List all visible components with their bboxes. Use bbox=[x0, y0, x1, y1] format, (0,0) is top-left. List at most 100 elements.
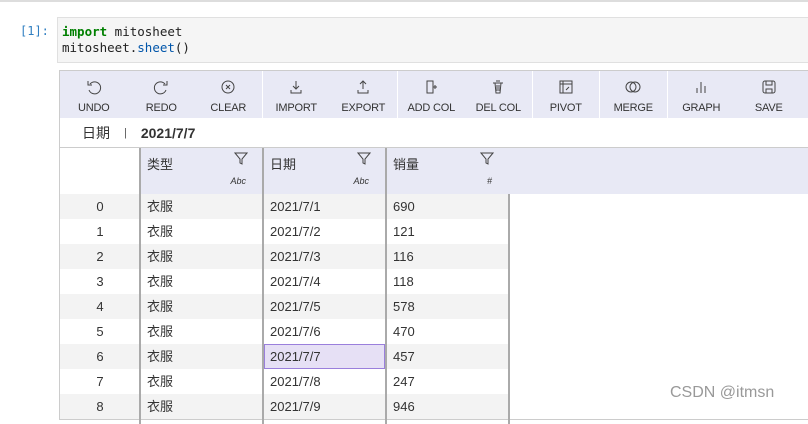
export-button[interactable]: EXPORT bbox=[330, 71, 398, 118]
table-cell[interactable]: 衣服 bbox=[147, 349, 174, 364]
add-column-icon bbox=[426, 80, 438, 94]
top-divider bbox=[0, 0, 808, 2]
clear-button[interactable]: CLEAR bbox=[195, 71, 263, 118]
row-background bbox=[60, 369, 509, 394]
button-label: UNDO bbox=[77, 102, 110, 114]
table-cell[interactable]: 2021/7/7 bbox=[264, 344, 385, 369]
row-index: 5 bbox=[96, 324, 104, 339]
table-cell[interactable]: 2021/7/1 bbox=[270, 199, 321, 214]
pivot-button[interactable]: PIVOT bbox=[533, 71, 600, 118]
table-cell[interactable]: 衣服 bbox=[147, 399, 174, 414]
column-header[interactable]: 类型 Abc bbox=[139, 148, 262, 194]
row-background bbox=[60, 269, 509, 294]
watermark: CSDN @itmsn bbox=[670, 384, 775, 401]
table-cell[interactable]: 457 bbox=[393, 349, 415, 364]
table-cell[interactable]: 2021/7/3 bbox=[270, 249, 321, 264]
table-cell[interactable]: 衣服 bbox=[147, 199, 174, 214]
row-index: 0 bbox=[96, 199, 104, 214]
column-type: # bbox=[486, 176, 492, 186]
filter-icon[interactable] bbox=[480, 152, 494, 166]
merge-button[interactable]: MERGE bbox=[600, 71, 668, 118]
column-divider bbox=[262, 194, 264, 424]
table-cell[interactable]: 衣服 bbox=[147, 249, 174, 264]
row-index: 4 bbox=[96, 299, 104, 314]
table-cell[interactable]: 247 bbox=[393, 374, 415, 389]
column-name: 类型 bbox=[147, 157, 174, 172]
column-name: 销量 bbox=[393, 157, 420, 172]
button-label: ADD COL bbox=[407, 102, 456, 114]
table-cell[interactable]: 2021/7/2 bbox=[270, 224, 321, 239]
button-label: CLEAR bbox=[210, 102, 247, 114]
row-index: 1 bbox=[96, 224, 104, 239]
row-background bbox=[60, 194, 509, 219]
table-cell[interactable]: 衣服 bbox=[147, 299, 174, 314]
row-background bbox=[60, 219, 509, 244]
formula-divider: | bbox=[124, 126, 127, 139]
table-cell[interactable]: 衣服 bbox=[147, 324, 174, 339]
code-function: sheet bbox=[137, 40, 175, 55]
column-type: Abc bbox=[230, 176, 246, 186]
table-cell[interactable]: 2021/7/9 bbox=[270, 399, 321, 414]
import-button[interactable]: IMPORT bbox=[263, 71, 331, 118]
table-cell[interactable]: 578 bbox=[393, 299, 415, 314]
column-header[interactable]: 日期 Abc bbox=[262, 148, 385, 194]
toolbar: UNDO REDO CLEAR IMPORT EXPORT ADD COL DEL COL P… bbox=[60, 71, 808, 118]
merge-icon bbox=[625, 81, 641, 93]
row-background bbox=[60, 244, 509, 269]
column-headers: 类型 Abc 日期 Abc 销量 # bbox=[60, 147, 808, 194]
row-background bbox=[60, 319, 509, 344]
mitosheet: UNDO REDO CLEAR IMPORT EXPORT ADD COL DEL COL P… bbox=[59, 70, 808, 424]
save-icon bbox=[762, 80, 776, 94]
filter-icon[interactable] bbox=[234, 152, 248, 166]
button-label: REDO bbox=[145, 102, 177, 114]
button-label: GRAPH bbox=[682, 102, 721, 114]
redo-button[interactable]: REDO bbox=[128, 71, 196, 118]
row-index: 8 bbox=[96, 399, 104, 414]
undo-button[interactable]: UNDO bbox=[60, 71, 128, 118]
table-cell[interactable]: 衣服 bbox=[147, 224, 174, 239]
table-cell[interactable]: 946 bbox=[393, 399, 415, 414]
formula-value[interactable]: 2021/7/7 bbox=[140, 124, 196, 141]
row-index: 6 bbox=[96, 349, 104, 364]
table-row: 3 衣服 2021/7/4 118 bbox=[60, 269, 808, 294]
button-label: PIVOT bbox=[549, 102, 582, 114]
table-cell[interactable]: 2021/7/8 bbox=[270, 374, 321, 389]
trash-icon bbox=[493, 80, 504, 94]
index-header bbox=[60, 148, 140, 194]
code-text: mitosheet. bbox=[62, 40, 138, 55]
table-row: 2 衣服 2021/7/3 116 bbox=[60, 244, 808, 269]
clear-icon bbox=[221, 80, 235, 94]
table-cell[interactable]: 衣服 bbox=[147, 274, 174, 289]
table-cell[interactable]: 121 bbox=[393, 224, 415, 239]
button-label: MERGE bbox=[613, 102, 654, 114]
save-button[interactable]: SAVE bbox=[735, 71, 803, 118]
table-cell[interactable]: 2021/7/4 bbox=[270, 274, 321, 289]
column-divider bbox=[508, 194, 510, 424]
del-col-button[interactable]: DEL COL bbox=[465, 71, 533, 118]
table-cell[interactable]: 118 bbox=[393, 274, 414, 289]
export-icon bbox=[357, 80, 369, 94]
table-cell[interactable]: 470 bbox=[393, 324, 415, 339]
code-cell[interactable]: import mitosheet mitosheet.sheet() bbox=[57, 17, 808, 63]
table-cell[interactable]: 衣服 bbox=[147, 374, 174, 389]
table-cell[interactable]: 2021/7/6 bbox=[270, 324, 321, 339]
table-cell[interactable]: 116 bbox=[393, 249, 414, 264]
formula-column-name: 日期 bbox=[82, 124, 110, 141]
table-row: 6 衣服 2021/7/7 457 bbox=[60, 344, 808, 369]
graph-button[interactable]: GRAPH bbox=[668, 71, 736, 118]
add-col-button[interactable]: ADD COL bbox=[398, 71, 466, 118]
code-text: mitosheet bbox=[107, 24, 183, 39]
button-label: SAVE bbox=[754, 102, 783, 114]
column-divider bbox=[385, 194, 387, 424]
row-index: 3 bbox=[96, 274, 104, 289]
table-row: 0 衣服 2021/7/1 690 bbox=[60, 194, 808, 219]
table-row: 4 衣服 2021/7/5 578 bbox=[60, 294, 808, 319]
column-header[interactable]: 销量 # bbox=[385, 148, 508, 194]
pivot-icon bbox=[559, 80, 573, 94]
table-row: 5 衣服 2021/7/6 470 bbox=[60, 319, 808, 344]
graph-icon bbox=[696, 82, 706, 93]
filter-icon[interactable] bbox=[357, 152, 371, 166]
row-index: 7 bbox=[96, 374, 104, 389]
table-cell[interactable]: 690 bbox=[393, 199, 415, 214]
table-cell[interactable]: 2021/7/5 bbox=[270, 299, 321, 314]
